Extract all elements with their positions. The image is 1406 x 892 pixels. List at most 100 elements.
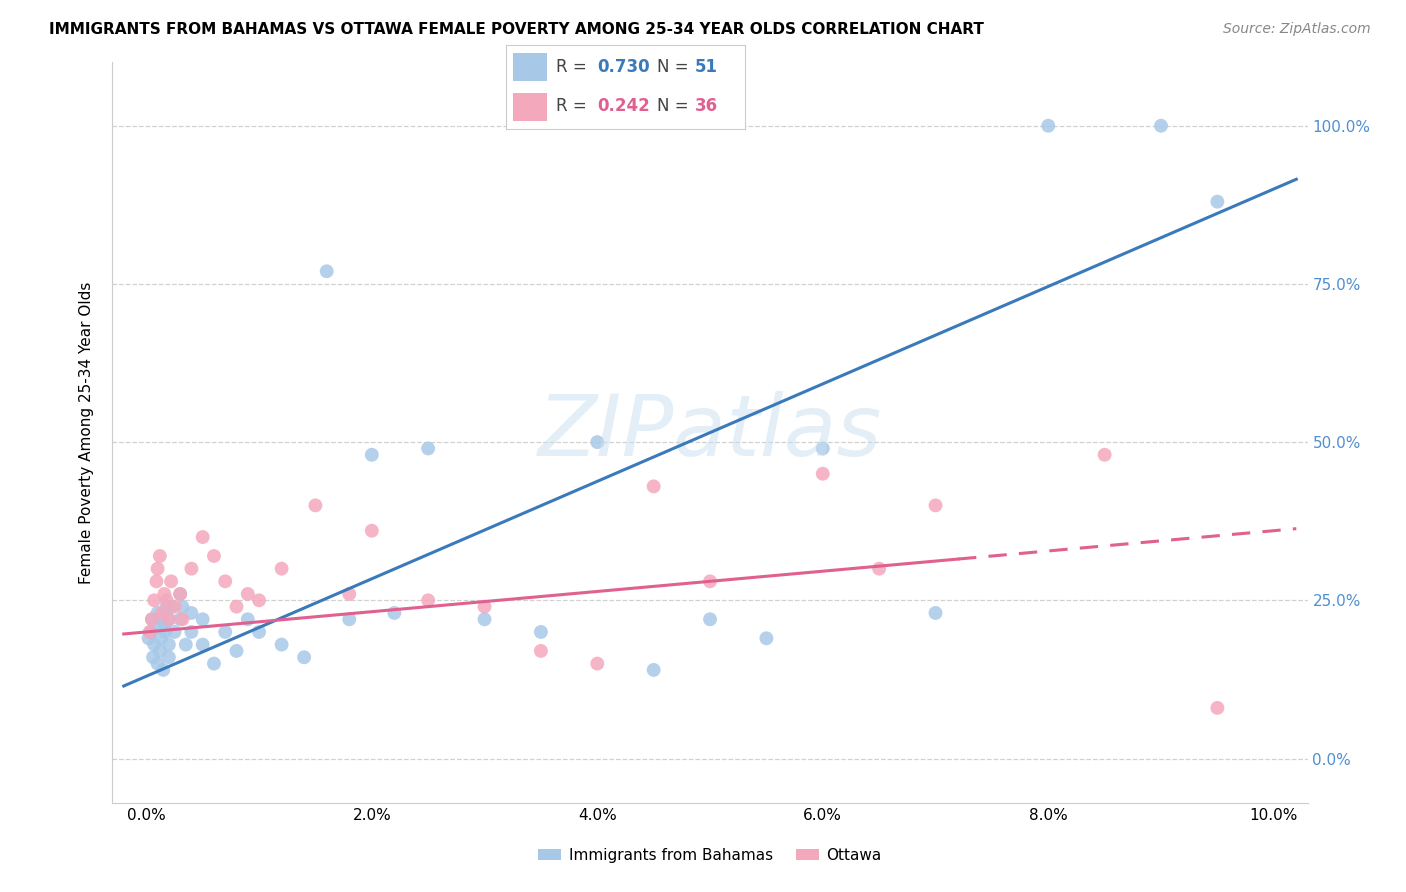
Point	[214, 574, 236, 589]
Point	[138, 624, 160, 639]
Text: 36: 36	[695, 97, 718, 115]
Point	[169, 612, 191, 626]
FancyBboxPatch shape	[513, 54, 547, 81]
Text: 0.242: 0.242	[598, 97, 650, 115]
Point	[474, 612, 496, 626]
Point	[155, 599, 177, 614]
Point	[225, 599, 247, 614]
Point	[149, 644, 172, 658]
Point	[146, 562, 169, 576]
Point	[924, 606, 946, 620]
Point	[418, 442, 440, 456]
Point	[163, 624, 186, 639]
Point	[1206, 701, 1229, 715]
Point	[153, 618, 176, 632]
Point	[1150, 119, 1173, 133]
Point	[418, 593, 440, 607]
Point	[146, 657, 169, 671]
Point	[155, 624, 177, 639]
Point	[180, 624, 202, 639]
Point	[138, 632, 160, 646]
Point	[1206, 194, 1229, 209]
Text: N =: N =	[657, 58, 693, 76]
Point	[145, 574, 167, 589]
Point	[163, 599, 186, 614]
Point	[157, 638, 180, 652]
Point	[180, 562, 202, 576]
Point	[360, 448, 382, 462]
Y-axis label: Female Poverty Among 25-34 Year Olds: Female Poverty Among 25-34 Year Olds	[79, 282, 94, 583]
Point	[315, 264, 337, 278]
Text: 0.730: 0.730	[598, 58, 650, 76]
Point	[586, 657, 609, 671]
Point	[337, 612, 360, 626]
Point	[214, 624, 236, 639]
Point	[247, 593, 270, 607]
Point	[924, 499, 946, 513]
Point	[143, 638, 166, 652]
Point	[360, 524, 382, 538]
Point	[152, 663, 174, 677]
Point	[811, 442, 834, 456]
Text: R =: R =	[557, 97, 592, 115]
Point	[142, 650, 165, 665]
Point	[139, 624, 162, 639]
Point	[141, 612, 163, 626]
Point	[150, 606, 173, 620]
Point	[191, 612, 214, 626]
Text: ZIPatlas: ZIPatlas	[538, 391, 882, 475]
Point	[146, 606, 169, 620]
Text: IMMIGRANTS FROM BAHAMAS VS OTTAWA FEMALE POVERTY AMONG 25-34 YEAR OLDS CORRELATI: IMMIGRANTS FROM BAHAMAS VS OTTAWA FEMALE…	[49, 22, 984, 37]
Point	[149, 632, 172, 646]
Point	[643, 663, 665, 677]
Point	[304, 499, 326, 513]
Text: R =: R =	[557, 58, 592, 76]
Point	[160, 599, 183, 614]
Point	[157, 612, 180, 626]
Point	[1094, 448, 1116, 462]
Point	[868, 562, 890, 576]
Point	[191, 530, 214, 544]
Point	[530, 644, 553, 658]
Point	[180, 606, 202, 620]
Point	[236, 587, 259, 601]
Point	[155, 593, 177, 607]
Point	[586, 435, 609, 450]
Point	[270, 562, 292, 576]
Point	[157, 612, 180, 626]
Point	[172, 612, 194, 626]
Point	[292, 650, 315, 665]
Point	[202, 657, 225, 671]
Point	[1038, 119, 1060, 133]
Point	[699, 574, 721, 589]
Point	[247, 624, 270, 639]
Point	[169, 587, 191, 601]
Text: Source: ZipAtlas.com: Source: ZipAtlas.com	[1223, 22, 1371, 37]
Point	[337, 587, 360, 601]
Legend: Immigrants from Bahamas, Ottawa: Immigrants from Bahamas, Ottawa	[533, 842, 887, 869]
Point	[474, 599, 496, 614]
Point	[191, 638, 214, 652]
Point	[530, 624, 553, 639]
Point	[149, 549, 172, 563]
Point	[270, 638, 292, 652]
Point	[236, 612, 259, 626]
Text: 51: 51	[695, 58, 718, 76]
Text: N =: N =	[657, 97, 693, 115]
Point	[169, 587, 191, 601]
Point	[172, 599, 194, 614]
Point	[141, 612, 163, 626]
Point	[157, 650, 180, 665]
Point	[153, 587, 176, 601]
Point	[643, 479, 665, 493]
Point	[202, 549, 225, 563]
Point	[755, 632, 778, 646]
Point	[811, 467, 834, 481]
Point	[143, 618, 166, 632]
Point	[699, 612, 721, 626]
Point	[150, 612, 173, 626]
Point	[382, 606, 405, 620]
FancyBboxPatch shape	[513, 93, 547, 120]
Point	[174, 638, 197, 652]
Point	[160, 574, 183, 589]
